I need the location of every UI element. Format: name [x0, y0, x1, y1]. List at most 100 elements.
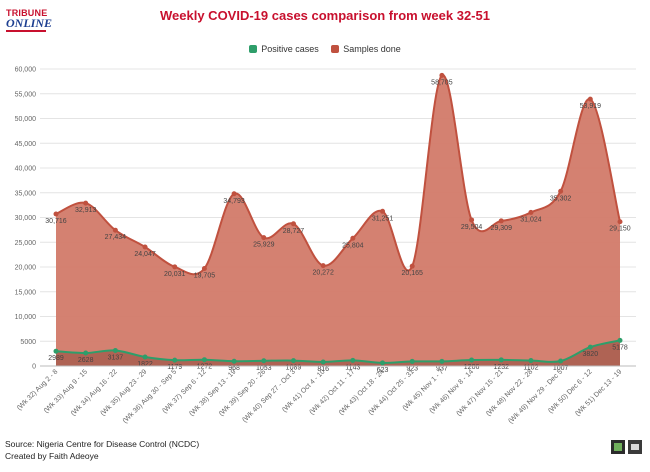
samples-point	[112, 227, 118, 233]
positive-point	[350, 357, 356, 363]
legend-item-samples[interactable]: Samples done	[331, 44, 401, 54]
samples-data-label: 29,309	[491, 225, 513, 232]
samples-point	[558, 188, 564, 194]
legend: Positive cases Samples done	[0, 44, 650, 55]
samples-point	[380, 208, 386, 214]
source-text: Source: Nigeria Centre for Disease Contr…	[5, 439, 200, 449]
y-tick-label: 5000	[20, 339, 36, 346]
positive-data-label: 968	[228, 365, 240, 372]
positive-data-label: 1053	[256, 365, 272, 372]
samples-data-label: 20,272	[312, 270, 334, 277]
samples-data-label: 58,705	[431, 79, 453, 86]
positive-data-label: 3137	[108, 354, 124, 361]
publisher-logo: TRIBUNE ONLINE	[6, 8, 52, 38]
positive-point	[112, 347, 118, 353]
positive-point	[142, 354, 148, 360]
samples-point	[172, 264, 178, 270]
samples-point	[409, 263, 415, 269]
positive-data-label: 1232	[493, 364, 509, 371]
samples-point	[261, 235, 267, 241]
y-tick-label: 0	[32, 364, 36, 371]
positive-point	[617, 337, 623, 343]
legend-label-samples: Samples done	[343, 44, 401, 54]
samples-data-label: 25,804	[342, 242, 364, 249]
positive-point	[231, 358, 237, 364]
samples-data-label: 53,919	[580, 103, 602, 110]
credit-text: Created by Faith Adeoye	[5, 451, 99, 461]
footer: Source: Nigeria Centre for Disease Contr…	[5, 438, 199, 462]
positive-data-label: 2989	[48, 355, 64, 362]
positive-data-label: 937	[436, 365, 448, 372]
samples-point	[587, 96, 593, 102]
positive-data-label: 1206	[464, 364, 480, 371]
positive-point	[320, 359, 326, 365]
samples-point	[498, 218, 504, 224]
samples-point	[439, 72, 445, 78]
samples-area	[56, 75, 620, 366]
positive-point	[53, 348, 59, 354]
positive-point	[261, 358, 267, 364]
logo-line2: ONLINE	[6, 16, 53, 30]
y-tick-label: 25,000	[15, 240, 37, 247]
y-axis: 0 5000 10,000 15,000 20,000 25,000 30,000 35,00…	[15, 67, 37, 371]
positive-point	[201, 357, 207, 363]
samples-data-label: 20,031	[164, 271, 186, 278]
samples-data-label: 20,165	[401, 270, 423, 277]
legend-swatch-positive	[249, 45, 258, 53]
y-tick-label: 45,000	[15, 141, 37, 148]
data-labels: 30,716 32,913 27,434 24,047 20,031 19,705 34,7…	[45, 79, 631, 374]
samples-point	[201, 265, 207, 271]
x-tick-label: (Wk 36) Aug 30 - Sep 5	[122, 368, 178, 424]
samples-data-label: 19,705	[194, 272, 216, 279]
samples-point	[320, 263, 326, 269]
positive-point	[558, 358, 564, 364]
y-tick-label: 15,000	[15, 289, 37, 296]
legend-label-positive: Positive cases	[261, 44, 319, 54]
samples-data-label: 32,913	[75, 207, 97, 214]
legend-swatch-samples	[331, 45, 340, 53]
samples-point	[617, 219, 623, 225]
samples-point	[350, 235, 356, 241]
y-tick-label: 10,000	[15, 314, 37, 321]
logo-line1: TRIBUNE	[6, 8, 48, 18]
positive-data-label: 5178	[612, 344, 628, 351]
legend-item-positive[interactable]: Positive cases	[249, 44, 319, 54]
positive-area	[56, 340, 620, 366]
samples-point	[53, 211, 59, 217]
y-tick-label: 55,000	[15, 91, 37, 98]
chart-title: Weekly COVID-19 cases comparison from we…	[160, 8, 490, 23]
samples-data-label: 30,716	[45, 218, 67, 225]
samples-point	[469, 217, 475, 223]
samples-point	[528, 209, 534, 215]
samples-data-label: 29,504	[461, 224, 483, 231]
y-tick-label: 30,000	[15, 215, 37, 222]
positive-data-label: 1822	[137, 361, 153, 368]
positive-point	[528, 358, 534, 364]
x-axis: (Wk 32) Aug 2 - 8(Wk 33) Aug 9 - 15(Wk 3…	[16, 365, 636, 425]
x-tick-label: (Wk 49) Nov 29 - Dec 5	[507, 368, 564, 425]
positive-point	[469, 357, 475, 363]
positive-data-label: 1179	[167, 364, 182, 371]
positive-data-label: 923	[406, 365, 418, 372]
brand-badge-icon	[611, 440, 642, 454]
y-tick-label: 50,000	[15, 116, 37, 123]
positive-data-label: 1102	[523, 365, 538, 372]
samples-data-label: 27,434	[105, 234, 127, 241]
samples-point	[142, 244, 148, 250]
positive-point	[409, 358, 415, 364]
positive-data-label: 1143	[345, 364, 360, 371]
samples-data-label: 24,047	[134, 251, 156, 258]
positive-point	[380, 360, 386, 366]
positive-data-label: 1007	[553, 365, 569, 372]
positive-point	[172, 357, 178, 363]
positive-data-label: 2628	[78, 357, 94, 364]
y-tick-label: 60,000	[15, 67, 37, 74]
samples-data-label: 34,793	[223, 198, 245, 205]
positive-point	[290, 358, 296, 364]
logo-bar	[6, 30, 46, 32]
samples-point	[231, 191, 237, 197]
samples-point	[290, 221, 296, 227]
positive-point	[498, 357, 504, 363]
samples-data-label: 31,024	[520, 216, 542, 223]
positive-data-label: 3820	[583, 351, 599, 358]
